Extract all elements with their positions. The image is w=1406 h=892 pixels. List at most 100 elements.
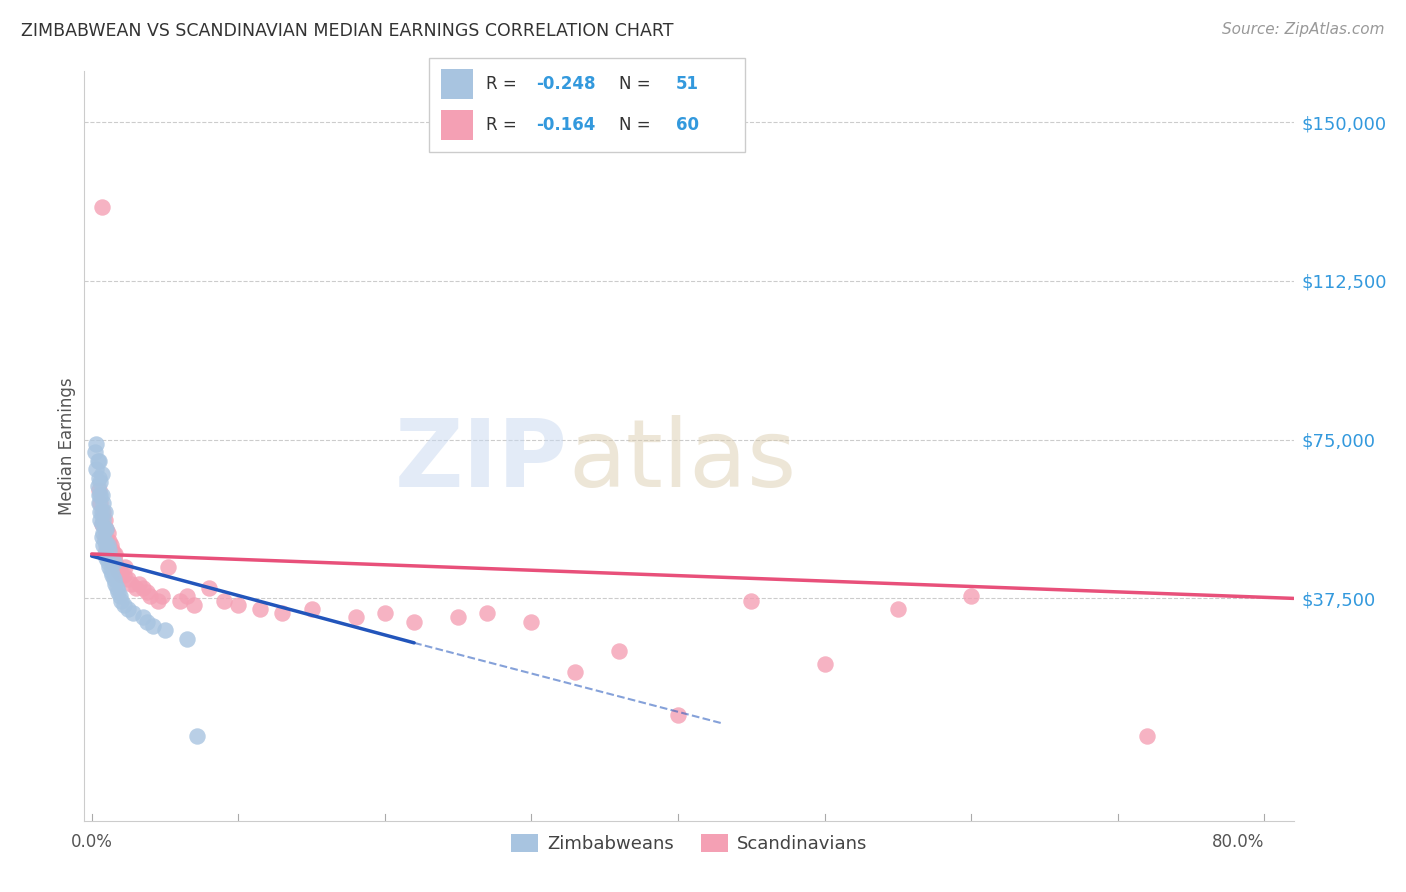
Text: 80.0%: 80.0% <box>1212 833 1264 851</box>
Point <box>94 522 117 536</box>
Point <box>96 551 118 566</box>
Point <box>98 534 121 549</box>
Point <box>91 200 114 214</box>
Point <box>176 589 198 603</box>
Point <box>1136 729 1159 743</box>
Text: 60: 60 <box>676 117 699 135</box>
Point <box>124 581 146 595</box>
FancyBboxPatch shape <box>429 58 745 152</box>
Point <box>110 593 132 607</box>
Point <box>101 556 124 570</box>
Text: 0.0%: 0.0% <box>70 833 112 851</box>
Point <box>564 665 586 680</box>
Point <box>83 445 105 459</box>
Point <box>344 610 367 624</box>
Point <box>98 559 121 574</box>
Text: R =: R = <box>486 117 522 135</box>
Point <box>301 602 323 616</box>
Text: ZIMBABWEAN VS SCANDINAVIAN MEDIAN EARNINGS CORRELATION CHART: ZIMBABWEAN VS SCANDINAVIAN MEDIAN EARNIN… <box>21 22 673 40</box>
Text: atlas: atlas <box>568 415 796 507</box>
Point <box>153 623 176 637</box>
Text: ZIP: ZIP <box>395 415 568 507</box>
Point <box>520 615 543 629</box>
Point <box>114 559 136 574</box>
Point <box>198 581 221 595</box>
Text: -0.248: -0.248 <box>537 75 596 93</box>
Point <box>100 539 122 553</box>
Point <box>94 534 117 549</box>
Point <box>96 539 118 553</box>
Point <box>89 488 111 502</box>
Point <box>98 542 121 557</box>
Point <box>249 602 271 616</box>
Point <box>112 568 135 582</box>
Point <box>96 522 118 536</box>
Point <box>105 559 128 574</box>
Point <box>93 505 115 519</box>
Point <box>86 454 108 468</box>
Point <box>87 454 110 468</box>
Point <box>110 568 132 582</box>
Point <box>97 539 120 553</box>
Y-axis label: Median Earnings: Median Earnings <box>58 377 76 515</box>
Bar <box>441 70 472 99</box>
Point <box>887 602 910 616</box>
Point <box>117 572 139 586</box>
Point <box>96 542 118 557</box>
Point <box>112 598 135 612</box>
Point <box>136 585 159 599</box>
Point <box>103 572 125 586</box>
Text: N =: N = <box>619 117 655 135</box>
Point <box>142 619 165 633</box>
Point <box>105 581 128 595</box>
Point <box>89 475 111 489</box>
Point <box>94 530 117 544</box>
Point <box>740 593 762 607</box>
Point <box>108 564 131 578</box>
Point <box>103 551 125 566</box>
Point <box>89 505 111 519</box>
Point <box>104 547 127 561</box>
Point <box>94 547 117 561</box>
Text: -0.164: -0.164 <box>537 117 596 135</box>
Bar <box>441 111 472 140</box>
Point <box>93 496 115 510</box>
Point <box>607 644 630 658</box>
Point <box>93 525 115 540</box>
Point <box>93 513 115 527</box>
Point <box>84 462 107 476</box>
Point <box>271 606 294 620</box>
Point <box>132 610 155 624</box>
Point <box>94 505 117 519</box>
Point <box>107 585 129 599</box>
Point <box>100 564 122 578</box>
Point <box>226 598 249 612</box>
Text: 51: 51 <box>676 75 699 93</box>
Point <box>98 547 121 561</box>
Point <box>183 598 205 612</box>
Point <box>87 471 110 485</box>
Point <box>139 589 162 603</box>
Point <box>120 576 142 591</box>
Point <box>84 437 107 451</box>
Point <box>93 539 115 553</box>
Point <box>132 581 155 595</box>
Point <box>87 496 110 510</box>
Point <box>212 593 235 607</box>
Point <box>97 539 120 553</box>
Point <box>101 568 124 582</box>
Point <box>150 589 173 603</box>
Point <box>960 589 983 603</box>
Point <box>666 707 689 722</box>
Text: Source: ZipAtlas.com: Source: ZipAtlas.com <box>1222 22 1385 37</box>
Point <box>97 556 120 570</box>
Point <box>404 615 426 629</box>
Point <box>91 517 114 532</box>
Point <box>374 606 396 620</box>
Point <box>89 496 111 510</box>
Point <box>136 615 159 629</box>
Point <box>121 606 143 620</box>
Point <box>186 729 208 743</box>
Point <box>91 505 114 519</box>
Point <box>117 602 139 616</box>
